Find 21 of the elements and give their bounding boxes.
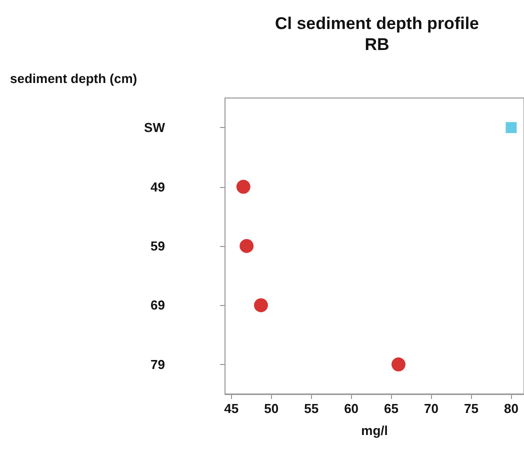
point [240,239,254,253]
x-tick-label: 60 [344,401,359,416]
x-tick-label: 75 [464,401,478,416]
y-axis-title: sediment depth (cm) [10,71,138,86]
x-tick-label: 50 [264,401,279,416]
y-tick-label: 59 [150,238,165,254]
point [254,298,268,312]
point [506,122,517,134]
point [236,180,250,194]
y-tick-label: 79 [150,356,165,372]
x-axis-title: mg/l [361,423,388,438]
x-tick-label: 80 [504,401,518,416]
x-tick-label: 70 [424,401,438,416]
y-tick-label: 49 [150,179,165,194]
chart-title: Cl sediment depth profile RB [274,14,480,54]
y-tick-label: SW [144,120,166,136]
x-tick-label: 45 [224,401,239,416]
y-tick-label: 69 [150,298,165,313]
point [392,357,406,372]
x-tick-label: 55 [304,401,319,416]
x-tick-label: 65 [384,401,399,416]
